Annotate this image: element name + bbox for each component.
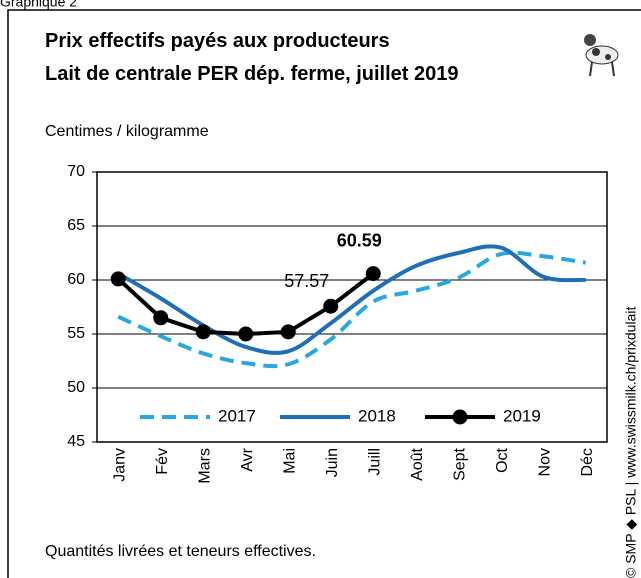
y-tick-label: 45 [67,433,85,450]
legend-label: 2018 [358,406,396,425]
marker [110,271,126,287]
x-tick-label: Janv [111,448,128,482]
x-tick-label: Août [409,447,426,480]
x-tick-label: Fév [154,448,171,475]
y-tick-label: 50 [67,379,85,396]
marker [365,266,381,282]
legend-label: 2017 [218,406,256,425]
chart-subtitle: Lait de centrale PER dép. ferme, juillet… [45,63,459,85]
legend-marker [452,409,468,425]
frame [7,9,641,578]
x-tick-label: Nov [536,448,553,476]
marker [153,310,169,326]
source: © SMP ◆ PSL | www.swissmilk.ch/prixdulai… [623,307,639,578]
cow-icon [584,34,619,77]
data-label: 57.57 [284,271,329,291]
footnote: Quantités livrées et teneurs effectives. [45,543,316,560]
marker [238,326,254,342]
marker [195,324,211,340]
y-tick-label: 60 [67,271,85,288]
y-tick-label: 55 [67,325,85,342]
marker [280,324,296,340]
chart-title: Prix effectifs payés aux producteurs [45,30,390,52]
x-tick-label: Sept [451,447,468,480]
x-tick-label: Oct [494,447,511,472]
y-axis-label: Centimes / kilogramme [45,123,209,140]
y-tick-label: 70 [67,163,85,180]
data-label: 60.59 [337,230,382,250]
y-tick-label: 65 [67,217,85,234]
legend-label: 2019 [503,406,541,425]
marker [323,298,339,314]
x-tick-label: Juin [324,448,341,477]
x-tick-label: Juill [366,448,383,476]
x-tick-label: Mai [281,448,298,474]
x-tick-label: Déc [579,448,596,476]
series-line [117,244,586,355]
caption: Graphique 2 [0,0,77,10]
series-line [117,250,587,369]
x-tick-label: Mars [196,448,213,484]
x-tick-label: Avr [239,447,256,471]
